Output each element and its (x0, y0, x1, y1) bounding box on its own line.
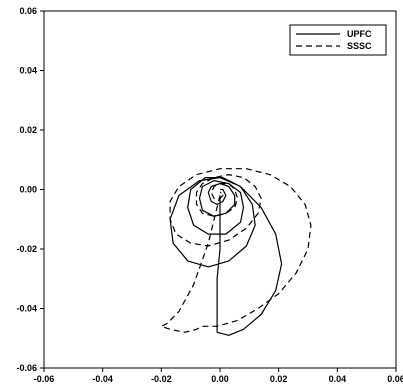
x-tick-label: 0.02 (270, 374, 288, 384)
x-tick-label: -0.06 (34, 374, 55, 384)
series-line-sssc (160, 168, 312, 333)
x-tick-label: 0.06 (387, 374, 403, 384)
x-tick-label: 0.00 (211, 374, 229, 384)
legend-label-upfc: UPFC (347, 29, 372, 39)
plot-area (43, 10, 397, 369)
y-tick-label: -0.04 (16, 304, 37, 314)
y-tick-label: 0.00 (19, 185, 37, 195)
y-tick-label: 0.04 (19, 66, 37, 76)
series-layer (160, 168, 312, 336)
x-axis: -0.06 -0.04 -0.02 0.00 0.02 0.04 0.06 (34, 368, 403, 384)
legend: UPFC SSSC (289, 24, 387, 56)
y-tick-label: -0.02 (16, 244, 37, 254)
legend-label-sssc: SSSC (347, 41, 372, 51)
y-axis: -0.06 -0.04 -0.02 0.00 0.02 0.04 0.06 (16, 6, 44, 373)
x-tick-label: -0.04 (92, 374, 113, 384)
x-tick-label: 0.04 (329, 374, 347, 384)
legend-box (289, 24, 387, 56)
series-line-upfc (169, 177, 283, 336)
x-tick-label: -0.02 (151, 374, 172, 384)
y-tick-label: -0.06 (16, 363, 37, 373)
y-tick-label: 0.06 (19, 6, 37, 16)
y-tick-label: 0.02 (19, 125, 37, 135)
